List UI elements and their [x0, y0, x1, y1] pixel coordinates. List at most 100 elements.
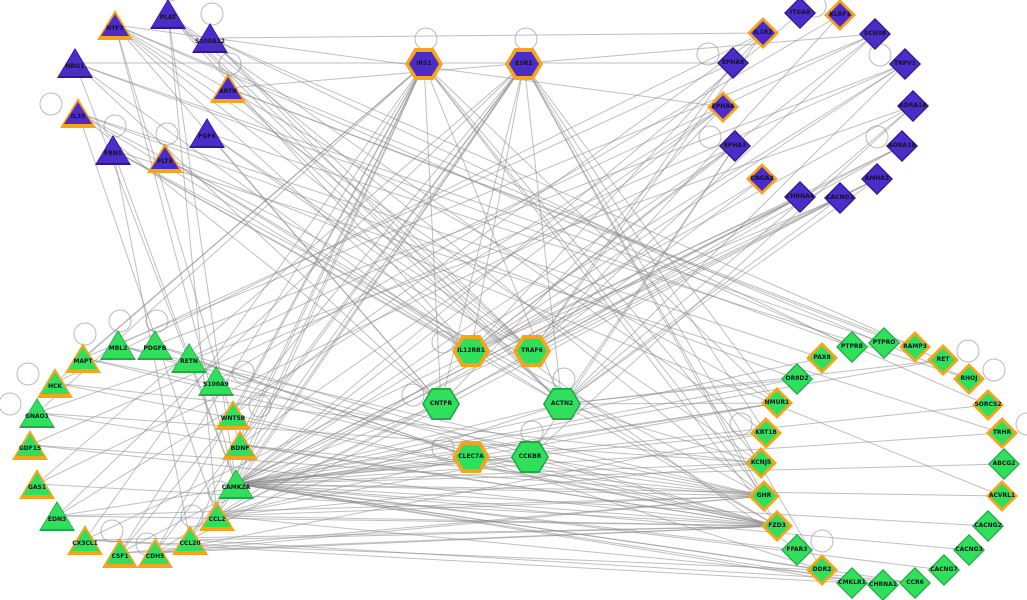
node-CDH5[interactable]: CDH5 [137, 538, 173, 568]
edge-TRAF6-IL33[interactable] [77, 112, 533, 352]
edge-IL12RB1-ADRA1A[interactable] [470, 105, 914, 352]
node-SCN3B[interactable]: SCN3B [859, 18, 891, 50]
node-CX3CL1[interactable]: CX3CL1 [67, 525, 103, 555]
edge-GDF15-TRPV1[interactable] [29, 63, 906, 446]
edge-MAPT-SCN3B[interactable] [82, 33, 876, 359]
edge-IRS1-GHR[interactable] [423, 63, 765, 497]
node-GHR[interactable]: GHR [748, 480, 780, 512]
node-CSF1[interactable]: CSF1 [102, 538, 138, 568]
edge-CCKBR-ADRA1A[interactable] [529, 105, 914, 458]
node-FGF6[interactable]: FGF6 [189, 118, 225, 148]
edge-GHR-EDN3[interactable] [56, 495, 765, 517]
node-IL1R2[interactable]: IL1R2 [747, 17, 779, 49]
node-HCK[interactable]: HCK [37, 368, 73, 398]
node-BDNF[interactable]: BDNF [222, 430, 258, 460]
edge-GHR-FBN1[interactable] [112, 149, 765, 497]
node-FBN1[interactable]: FBN1 [95, 135, 131, 165]
edge-CAMK2A-TRPV1[interactable] [235, 63, 906, 485]
edge-KRT18-PLAT[interactable] [167, 13, 767, 434]
edge-PTPRB-S100A12[interactable] [209, 37, 853, 348]
edge-ESR2-CCL20[interactable] [189, 63, 525, 541]
edge-TRAF6-KLRF1[interactable] [531, 14, 841, 352]
edge-CAMK2A-NTF3[interactable] [114, 24, 237, 485]
edge-IRS1-FZD3[interactable] [423, 63, 778, 527]
edge-CNTFR-FGF6[interactable] [206, 132, 442, 405]
node-PLAT[interactable]: PLAT [150, 0, 186, 29]
node-RETN[interactable]: RETN [171, 343, 207, 373]
edge-CCR6-CCL2[interactable] [216, 515, 916, 584]
edge-ACTN2-ARTN[interactable] [227, 87, 563, 405]
edge-GHR-MAPT[interactable] [82, 357, 765, 497]
edge-CAMK2A-CACNG7[interactable] [235, 483, 945, 571]
edge-TRAF6-EPHA8[interactable] [531, 62, 734, 352]
node-CCKBR[interactable]: CCKBR [511, 441, 549, 473]
edge-ACTN2-RET[interactable] [561, 359, 944, 405]
edge-ESR2-BDNF[interactable] [239, 63, 525, 446]
node-CLEC7A[interactable]: CLEC7A [452, 441, 490, 473]
edge-ACTN2-AMHR2[interactable] [561, 178, 878, 405]
edge-CAMK2A-FBN1[interactable] [112, 149, 237, 485]
edge-CAMK2A-TRHR[interactable] [235, 432, 1003, 485]
node-FLT3[interactable]: FLT3 [147, 143, 183, 173]
node-CHRNA4[interactable]: CHRNA4 [784, 181, 816, 213]
node-IRS1[interactable]: IRS1 [405, 48, 443, 80]
edge-CNTFR-EPHA4[interactable] [440, 106, 724, 405]
edge-CAMK2A-ITGA8[interactable] [235, 12, 801, 485]
edge-TRAF6-PLAT[interactable] [167, 13, 533, 352]
node-NRG1[interactable]: NRG1 [57, 48, 93, 78]
node-EPHA4[interactable]: EPHA4 [707, 91, 739, 123]
edge-CNTFR-IL33[interactable] [77, 112, 442, 405]
edge-HCK-IL1R2[interactable] [54, 32, 764, 384]
edge-CAMK2A-ACVRL1[interactable] [235, 483, 1003, 497]
node-IL33[interactable]: IL33 [60, 98, 96, 128]
edge-CAMK2A-CHRNA4[interactable] [235, 196, 801, 485]
edge-IL33-CCL2[interactable] [77, 112, 218, 517]
edge-CMKLR1-CX3CL1[interactable] [84, 539, 853, 584]
node-PTPRB[interactable]: PTPRB [836, 331, 868, 363]
edge-FZD3-GAS1[interactable] [36, 483, 778, 527]
edge-TRAF6-IL1R2[interactable] [531, 32, 764, 352]
node-S100A12[interactable]: S100A12 [192, 23, 228, 53]
edge-TRAF6-NTF3[interactable] [114, 24, 533, 352]
node-MBL2[interactable]: MBL2 [100, 330, 136, 360]
node-CCR6[interactable]: CCR6 [899, 567, 931, 599]
node-KLRF1[interactable]: KLRF1 [824, 0, 856, 31]
edge-KRT18-CDH5[interactable] [154, 432, 767, 554]
node-EPHA3[interactable]: EPHA3 [719, 130, 751, 162]
edge-BDNF-EPHA4[interactable] [239, 106, 724, 446]
node-ARTN[interactable]: ARTN [210, 73, 246, 103]
edge-IRS1-CX3CL1[interactable] [84, 63, 425, 541]
node-CHRNA1[interactable]: CHRNA1 [867, 569, 899, 600]
edge-IRS1-BDNF[interactable] [239, 63, 425, 446]
edge-ESR2-DDR2[interactable] [523, 63, 823, 571]
edge-IRS1-CCL2[interactable] [216, 63, 425, 517]
edge-ESR2-NMUR1[interactable] [523, 63, 778, 404]
edge-ACTN2-TRPV1[interactable] [561, 63, 906, 405]
node-CACNG7[interactable]: CACNG7 [928, 554, 960, 586]
node-EPHA8[interactable]: EPHA8 [717, 47, 749, 79]
edge-FZD3-MBL2[interactable] [117, 344, 778, 527]
edge-CAMK2A-RET[interactable] [235, 359, 944, 485]
node-ESR2[interactable]: ESR2 [505, 48, 543, 80]
node-NTF3[interactable]: NTF3 [97, 10, 133, 40]
edge-GHR-CCL2[interactable] [216, 495, 765, 517]
node-CMKLR1[interactable]: CMKLR1 [836, 567, 868, 599]
edge-FZD3-HCK[interactable] [54, 382, 778, 527]
node-WNT5B[interactable]: WNT5B [215, 400, 251, 430]
edge-GHR-GDF15[interactable] [29, 444, 765, 497]
node-CCL2[interactable]: CCL2 [199, 501, 235, 531]
edge-DDR2-CX3CL1[interactable] [84, 539, 823, 571]
edge-ACTN2-CAMK2A[interactable] [235, 403, 563, 485]
node-CACNG1[interactable]: CACNG1 [824, 182, 856, 214]
node-GNAO1[interactable]: GNAO1 [19, 398, 55, 428]
edge-CCR6-CCL20[interactable] [189, 539, 916, 584]
edge-CAMK2A-AMHR2[interactable] [235, 178, 878, 485]
edge-ACTN2-NMUR1[interactable] [561, 402, 778, 405]
node-GAS1[interactable]: GAS1 [19, 469, 55, 499]
node-ACVRL1[interactable]: ACVRL1 [986, 480, 1018, 512]
edge-NMUR1-EDN3[interactable] [56, 402, 778, 517]
node-RHOJ[interactable]: RHOJ [953, 363, 985, 395]
node-TRPV1[interactable]: TRPV1 [889, 48, 921, 80]
edge-ACVRL1-FLT3[interactable] [164, 157, 1003, 497]
edge-IRS1-GNAO1[interactable] [36, 63, 425, 414]
